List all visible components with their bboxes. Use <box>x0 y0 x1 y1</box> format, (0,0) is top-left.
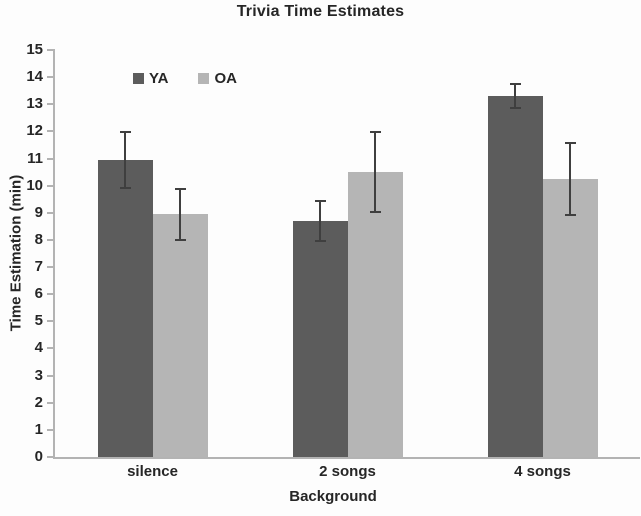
y-tick-label: 15 <box>26 41 43 58</box>
error-bar-line <box>124 132 126 188</box>
plot-area: 0 1 2 3 4 5 6 7 8 9 10 11 12 13 14 15 silence 2 songs 4 so… <box>26 41 640 480</box>
error-bar-line <box>374 132 376 212</box>
y-tick-mark <box>47 76 55 79</box>
error-bar-cap-top <box>509 83 521 86</box>
bar-ya-0 <box>97 159 153 457</box>
y-tick-label: 0 <box>34 448 43 465</box>
legend-swatch-ya <box>133 73 144 84</box>
y-tick-mark <box>47 238 55 241</box>
bar-ya-1 <box>292 220 348 457</box>
legend-label-ya: YA <box>149 70 169 87</box>
y-tick-label: 13 <box>26 95 43 113</box>
bar-oa-0 <box>152 214 208 457</box>
y-tick-label: 5 <box>34 312 43 330</box>
legend-item-ya: YA <box>133 70 168 87</box>
y-tick-mark <box>47 103 55 106</box>
bar-oa-2 <box>542 178 598 457</box>
error-bar-cap-bottom <box>564 214 576 217</box>
legend-item-oa: OA <box>198 70 237 87</box>
error-bar-line <box>179 189 181 239</box>
y-tick-mark <box>47 266 55 269</box>
y-tick-mark <box>47 211 55 214</box>
error-bar-cap-bottom <box>119 187 131 190</box>
y-tick-mark <box>47 157 55 160</box>
y-tick-label: 1 <box>34 420 43 438</box>
x-axis-title: Background <box>289 488 377 505</box>
y-tick-label: 4 <box>34 339 43 357</box>
error-bar-cap-bottom <box>174 238 186 241</box>
y-tick-label: 3 <box>34 366 43 384</box>
error-bar-cap-bottom <box>314 239 326 242</box>
legend-swatch-oa <box>198 73 210 84</box>
y-tick-mark <box>47 401 55 404</box>
y-tick-mark <box>47 428 55 431</box>
error-bar-line <box>514 85 516 107</box>
x-category-label: silence <box>127 463 178 480</box>
y-tick-label: 2 <box>34 393 43 411</box>
error-bar-cap-top <box>174 187 186 190</box>
error-bar-cap-top <box>119 130 131 133</box>
y-axis-title: Time Estimation (min) <box>7 174 25 332</box>
y-tick-label: 7 <box>34 258 43 276</box>
y-tick-label: 11 <box>27 149 43 167</box>
y-tick-label: 9 <box>34 203 43 221</box>
error-bar-line <box>319 201 321 240</box>
error-bar-line <box>569 143 571 215</box>
y-tick-mark <box>47 347 55 350</box>
error-bar-cap-top <box>564 141 576 144</box>
y-tick-label: 10 <box>26 176 43 194</box>
y-tick-mark <box>47 374 55 377</box>
legend: YA OA <box>133 70 237 87</box>
y-tick-mark <box>47 456 55 458</box>
y-tick-mark <box>47 184 55 187</box>
x-category-label: 2 songs <box>319 463 376 480</box>
y-tick-mark <box>47 293 55 296</box>
y-tick-label: 6 <box>34 285 43 303</box>
bar-oa-1 <box>347 172 403 457</box>
x-category-label: 4 songs <box>514 463 571 480</box>
error-bar-cap-top <box>314 199 326 202</box>
y-tick-mark <box>47 320 55 323</box>
error-bar-cap-bottom <box>509 106 521 109</box>
error-bar-cap-top <box>369 130 381 133</box>
y-tick-mark <box>47 130 55 133</box>
bar-ya-2 <box>487 96 543 457</box>
y-tick-label: 12 <box>26 122 43 140</box>
error-bar-cap-bottom <box>369 211 381 214</box>
legend-label-oa: OA <box>214 70 237 87</box>
y-tick-mark <box>47 49 55 51</box>
y-tick-label: 14 <box>26 68 43 86</box>
chart-title: Trivia Time Estimates <box>236 3 405 20</box>
y-tick-label: 8 <box>34 230 43 248</box>
